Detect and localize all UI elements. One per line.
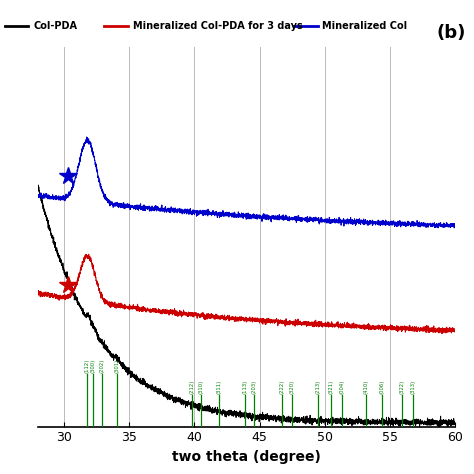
Text: Mineralized Col-PDA for 3 days: Mineralized Col-PDA for 3 days (133, 21, 302, 31)
Text: (213): (213) (316, 379, 321, 393)
Text: (300): (300) (90, 358, 95, 373)
Text: (004): (004) (339, 379, 344, 393)
Text: (222): (222) (279, 379, 284, 393)
Text: Col-PDA: Col-PDA (33, 21, 77, 31)
Text: (321): (321) (328, 379, 334, 393)
Text: (006): (006) (380, 379, 384, 393)
Text: (320): (320) (290, 379, 295, 393)
Text: (322): (322) (399, 379, 404, 393)
Text: (410): (410) (364, 379, 369, 393)
Text: Mineralized Col: Mineralized Col (322, 21, 408, 31)
Text: (313): (313) (411, 379, 416, 393)
Text: (301): (301) (115, 358, 120, 373)
X-axis label: two theta (degree): two theta (degree) (172, 450, 321, 464)
Text: (212): (212) (189, 379, 194, 393)
Text: (310): (310) (198, 379, 203, 393)
Text: (202): (202) (99, 358, 104, 373)
Text: (311): (311) (217, 379, 222, 393)
Text: (112): (112) (85, 358, 90, 373)
Text: (113): (113) (243, 379, 248, 393)
Text: (203): (203) (252, 379, 257, 393)
Text: (b): (b) (436, 24, 465, 42)
